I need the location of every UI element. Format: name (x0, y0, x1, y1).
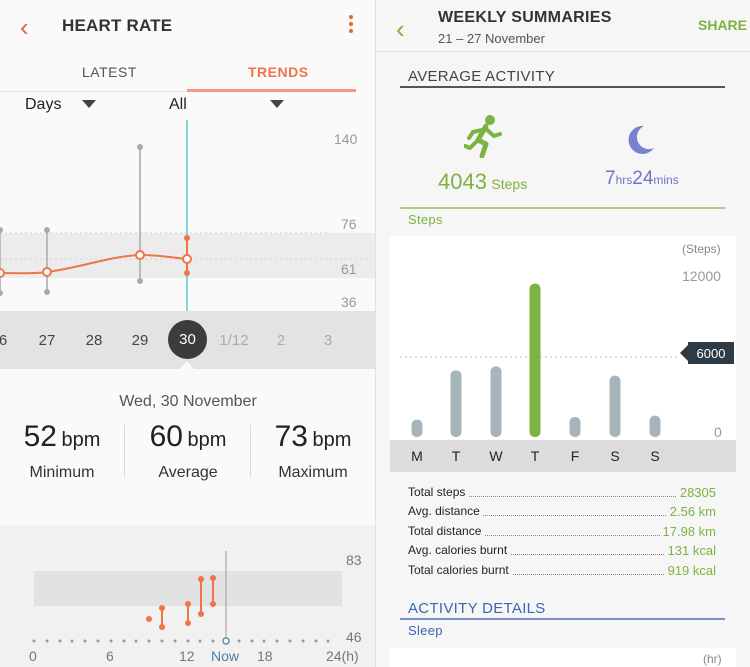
average-line (0, 253, 188, 275)
sleep-section-label: Sleep (408, 623, 443, 638)
average-sleep: 7hrs24mins (605, 168, 679, 189)
avg-point (42, 267, 52, 277)
date-item[interactable]: 1/12 (219, 332, 249, 349)
day-label: M (411, 448, 423, 464)
day-axis-band (390, 440, 736, 472)
y-tick: 46 (346, 629, 362, 645)
daily-heart-rate-chart (32, 551, 342, 645)
section-rule (400, 618, 725, 620)
steps-bar (411, 419, 423, 437)
day-label: F (570, 448, 580, 464)
target-label: 6000 (697, 346, 726, 361)
steps-bar (609, 375, 621, 437)
y-tick: 83 (346, 552, 362, 568)
weekly-steps-chart (400, 283, 680, 437)
tab-active-indicator (187, 89, 356, 92)
normal-range-band (34, 571, 342, 606)
now-marker (222, 637, 230, 645)
y-axis-label: (Steps) (682, 242, 721, 256)
section-rule (400, 86, 725, 88)
x-tick: 18 (257, 648, 273, 664)
share-button[interactable]: SHARE (698, 17, 748, 33)
page-title: HEART RATE (62, 16, 173, 35)
x-tick: 6 (106, 648, 114, 664)
y-tick: 61 (341, 261, 357, 277)
stat-minimum: 52 bpm Minimum (23, 420, 101, 481)
chevron-down-icon[interactable] (270, 100, 284, 108)
x-axis-dots (32, 639, 330, 643)
day-label: W (489, 448, 503, 464)
date-item[interactable]: 27 (38, 332, 56, 349)
steps-bar (490, 366, 502, 437)
stat-maximum: 73 bpm Maximum (274, 420, 352, 481)
page-title: WEEKLY SUMMARIES (438, 9, 612, 26)
stat-divider (124, 425, 125, 477)
steps-bar (450, 370, 462, 437)
stat-divider (250, 425, 251, 477)
stat-date: Wed, 30 November (119, 393, 257, 410)
y-tick: 76 (341, 216, 357, 232)
tab-divider (0, 91, 187, 92)
summary-row: Avg. calories burnt 131 kcal (408, 543, 716, 558)
header-divider (376, 51, 750, 52)
section-activity-details: ACTIVITY DETAILS (408, 600, 546, 617)
y-tick: 12000 (682, 268, 721, 284)
sleep-chart-card (390, 648, 736, 667)
x-tick: 12 (179, 648, 195, 664)
date-item[interactable]: 29 (131, 332, 149, 349)
chevron-down-icon[interactable] (82, 100, 96, 108)
x-tick: 0 (29, 648, 37, 664)
back-icon[interactable]: ‹ (396, 14, 405, 44)
average-steps: 4043 Steps (438, 169, 528, 194)
more-options-icon[interactable] (346, 15, 356, 37)
steps-bar (569, 417, 581, 437)
date-range: 21 – 27 November (438, 31, 545, 46)
summary-row: Total steps 28305 (408, 485, 716, 500)
x-tick: 24(h) (326, 648, 359, 664)
date-item[interactable]: 28 (85, 332, 103, 349)
summary-row: Avg. distance 2.56 km (408, 504, 716, 519)
weekly-summaries-panel: ‹ WEEKLY SUMMARIES 21 – 27 November SHAR… (376, 0, 750, 667)
day-label: T (451, 448, 461, 464)
moon-icon (628, 125, 654, 154)
section-average-activity: AVERAGE ACTIVITY (408, 68, 556, 85)
period-dropdown[interactable]: Days (25, 96, 62, 113)
summary-row: Total distance 17.98 km (408, 524, 716, 539)
day-label: T (530, 448, 540, 464)
steps-chart-card (390, 236, 736, 472)
steps-section-label: Steps (408, 212, 443, 227)
avg-point (182, 254, 192, 264)
heart-rate-trend-chart (0, 120, 376, 312)
section-rule (400, 207, 725, 209)
date-item[interactable]: 3 (323, 332, 333, 349)
tab-latest[interactable]: LATEST (82, 64, 137, 80)
avg-point (135, 250, 145, 260)
heart-rate-panel: ‹ HEART RATE LATEST TRENDS Days All 140 … (0, 0, 376, 667)
date-item[interactable]: 2 (276, 332, 286, 349)
day-label: S (650, 448, 660, 464)
running-icon (464, 115, 502, 158)
target-badge: 6000 (680, 342, 734, 364)
day-label: S (610, 448, 620, 464)
tab-trends[interactable]: TRENDS (248, 64, 309, 80)
steps-bar (649, 415, 661, 437)
selected-date[interactable]: 30 (168, 320, 207, 359)
y-tick: 140 (334, 131, 358, 147)
steps-bar (529, 283, 541, 437)
y-axis-label: (hr) (703, 652, 722, 666)
date-item[interactable]: 6 (0, 332, 8, 349)
y-tick: 36 (341, 294, 357, 310)
summary-row: Total calories burnt 919 kcal (408, 563, 716, 578)
y-tick: 0 (714, 424, 722, 440)
stat-average: 60 bpm Average (149, 420, 227, 481)
x-tick-now: Now (211, 648, 240, 664)
avg-point (0, 268, 5, 278)
back-icon[interactable]: ‹ (20, 12, 29, 42)
selection-pointer (180, 361, 194, 369)
filter-dropdown[interactable]: All (169, 96, 187, 113)
